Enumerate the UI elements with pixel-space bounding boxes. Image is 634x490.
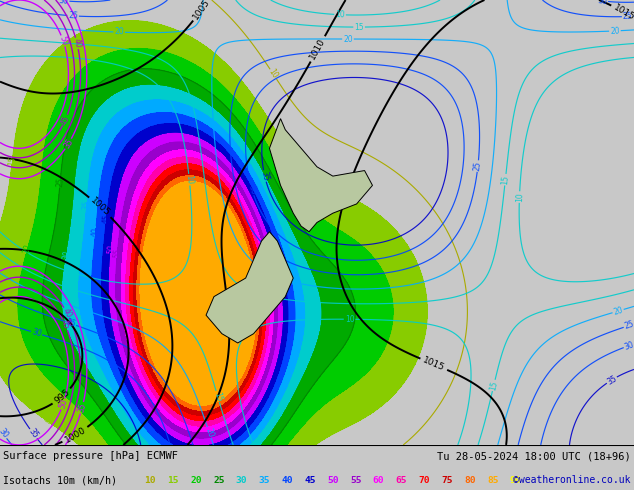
Text: 30: 30 <box>30 327 42 339</box>
Text: Surface pressure [hPa] ECMWF: Surface pressure [hPa] ECMWF <box>3 451 178 461</box>
Text: 1015: 1015 <box>422 356 446 373</box>
Text: 40: 40 <box>91 226 101 237</box>
Text: 1005: 1005 <box>191 0 212 21</box>
Text: 15: 15 <box>500 174 510 185</box>
Text: 35: 35 <box>77 402 87 414</box>
Text: 35: 35 <box>82 199 92 210</box>
Text: 70: 70 <box>418 476 430 485</box>
Text: 1010: 1010 <box>308 37 327 61</box>
Text: 80: 80 <box>464 476 476 485</box>
Text: 40: 40 <box>72 38 82 49</box>
Text: 10: 10 <box>267 68 280 81</box>
Text: 45: 45 <box>304 476 316 485</box>
Text: 20: 20 <box>22 243 33 255</box>
Text: 35: 35 <box>259 170 270 182</box>
Text: 20: 20 <box>343 34 353 44</box>
Polygon shape <box>206 232 293 343</box>
Text: 50: 50 <box>57 398 69 410</box>
Text: 40: 40 <box>281 476 293 485</box>
Text: 30: 30 <box>623 340 634 351</box>
Text: 30: 30 <box>597 0 607 6</box>
Polygon shape <box>269 119 373 232</box>
Text: 25: 25 <box>623 319 634 331</box>
Text: 60: 60 <box>373 476 384 485</box>
Text: 10: 10 <box>515 192 524 202</box>
Text: 15: 15 <box>354 23 364 31</box>
Text: 45: 45 <box>59 114 71 126</box>
Text: 85: 85 <box>487 476 498 485</box>
Text: Tu 28-05-2024 18:00 UTC (18+96): Tu 28-05-2024 18:00 UTC (18+96) <box>437 451 631 461</box>
Text: 995: 995 <box>53 388 72 406</box>
Text: 25: 25 <box>55 177 65 187</box>
Text: 55: 55 <box>350 476 361 485</box>
Text: 45: 45 <box>59 318 71 331</box>
Text: 20: 20 <box>114 27 124 37</box>
Text: 35: 35 <box>605 373 618 386</box>
Text: 20: 20 <box>204 426 215 439</box>
Text: 55: 55 <box>112 247 122 258</box>
Text: 15: 15 <box>212 391 223 402</box>
Text: 10: 10 <box>184 174 194 185</box>
Text: 50: 50 <box>57 35 69 47</box>
Text: 25: 25 <box>68 11 78 21</box>
Text: 25: 25 <box>473 161 483 171</box>
Text: 40: 40 <box>60 306 73 319</box>
Text: 30: 30 <box>61 249 72 261</box>
Text: 1015: 1015 <box>612 3 634 22</box>
Text: 35: 35 <box>259 476 270 485</box>
Text: 50: 50 <box>327 476 339 485</box>
Text: 15: 15 <box>488 380 499 391</box>
Text: Isotachs 10m (km/h): Isotachs 10m (km/h) <box>3 475 117 485</box>
Text: 15: 15 <box>8 156 17 167</box>
Text: 30: 30 <box>58 0 69 6</box>
Text: 1005: 1005 <box>89 196 112 218</box>
Text: 10: 10 <box>145 476 156 485</box>
Text: 15: 15 <box>41 415 54 428</box>
Text: 20: 20 <box>610 26 620 36</box>
Text: 20: 20 <box>190 476 202 485</box>
Text: 20: 20 <box>612 305 624 317</box>
Text: 30: 30 <box>246 184 257 196</box>
Text: 35: 35 <box>62 137 75 150</box>
Text: 35: 35 <box>27 427 40 441</box>
Text: 30: 30 <box>236 476 247 485</box>
Text: 50: 50 <box>107 244 116 254</box>
Text: 90: 90 <box>510 476 521 485</box>
Text: 25: 25 <box>623 12 633 21</box>
Text: 65: 65 <box>396 476 407 485</box>
Text: 10: 10 <box>345 315 354 324</box>
Text: 30: 30 <box>0 427 10 441</box>
Text: 25: 25 <box>65 318 77 329</box>
Text: 25: 25 <box>213 476 224 485</box>
Text: 15: 15 <box>167 476 179 485</box>
Text: 45: 45 <box>101 214 112 225</box>
Text: ©weatheronline.co.uk: ©weatheronline.co.uk <box>514 475 631 485</box>
Text: 1000: 1000 <box>63 425 87 445</box>
Text: 75: 75 <box>441 476 453 485</box>
Text: 10: 10 <box>335 10 345 20</box>
